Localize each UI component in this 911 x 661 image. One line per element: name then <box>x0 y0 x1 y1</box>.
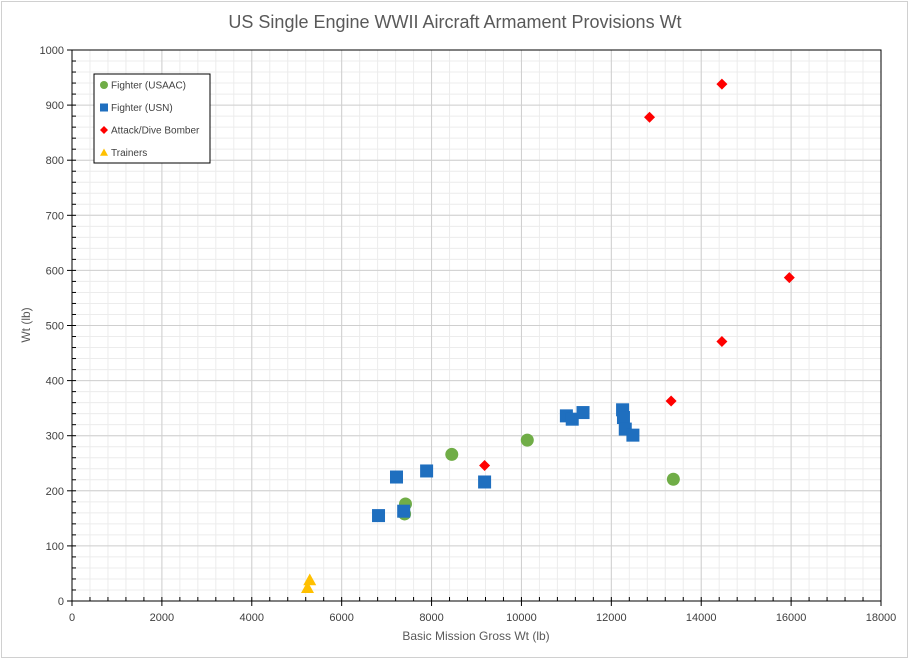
chart-title: US Single Engine WWII Aircraft Armament … <box>228 12 681 32</box>
x-tick-label: 18000 <box>866 612 897 624</box>
data-point-square <box>626 428 640 442</box>
x-tick-label: 4000 <box>240 612 264 624</box>
data-point-diamond <box>644 111 656 123</box>
y-tick-label: 500 <box>46 321 64 333</box>
data-point-diamond <box>783 272 795 284</box>
data-point-circle <box>666 472 680 486</box>
x-axis-label: Basic Mission Gross Wt (lb) <box>402 629 549 643</box>
legend-label: Fighter (USAAC) <box>111 81 186 92</box>
data-point-triangle <box>301 581 315 593</box>
y-tick-label: 200 <box>46 486 64 498</box>
x-tick-label: 16000 <box>776 612 807 624</box>
data-points <box>301 78 795 593</box>
x-tick-label: 12000 <box>596 612 627 624</box>
data-point-diamond <box>716 78 728 90</box>
x-tick-label: 2000 <box>150 612 174 624</box>
y-tick-label: 0 <box>58 596 64 608</box>
series-trainers <box>301 573 317 593</box>
legend-marker-triangle <box>100 148 108 156</box>
x-axis-ticks: 0 2000 4000 6000 8000 10000 12000 14000 16000 180… <box>69 597 896 624</box>
y-tick-label: 900 <box>46 100 64 112</box>
series-fighter-usn <box>372 403 640 523</box>
data-point-diamond <box>716 335 728 347</box>
data-point-square <box>389 470 403 484</box>
data-point-diamond <box>665 395 677 407</box>
y-tick-label: 100 <box>46 541 64 553</box>
x-tick-label: 0 <box>69 612 75 624</box>
legend-marker-diamond <box>100 126 108 134</box>
legend-label: Attack/Dive Bomber <box>111 126 200 137</box>
legend-marker-circle <box>100 81 108 89</box>
y-tick-label: 300 <box>46 431 64 443</box>
data-point-square <box>372 509 386 523</box>
data-point-square <box>565 412 579 426</box>
y-tick-label: 800 <box>46 155 64 167</box>
legend: Fighter (USAAC) Fighter (USN) Attack/Dive … <box>93 73 211 164</box>
legend-label: Fighter (USN) <box>111 103 173 114</box>
legend-box <box>93 73 211 164</box>
legend-marker-square <box>100 103 108 112</box>
y-tick-label: 1000 <box>40 45 64 57</box>
x-tick-label: 8000 <box>419 612 443 624</box>
data-point-square <box>420 464 434 478</box>
data-point-square <box>616 411 630 425</box>
y-tick-label: 600 <box>46 265 64 277</box>
y-tick-label: 400 <box>46 376 64 388</box>
data-point-triangle <box>303 573 317 586</box>
x-tick-label: 14000 <box>686 612 717 624</box>
legend-label: Trainers <box>111 148 147 159</box>
data-point-diamond <box>479 459 491 471</box>
series-attack-dive-bomber <box>479 78 795 471</box>
x-tick-label: 6000 <box>329 612 353 624</box>
data-point-square <box>397 504 411 518</box>
data-point-circle <box>520 433 534 447</box>
data-point-circle <box>445 447 459 461</box>
data-point-square <box>576 406 590 420</box>
x-tick-label: 10000 <box>506 612 537 624</box>
y-tick-label: 700 <box>46 210 64 222</box>
y-axis-label: Wt (lb) <box>19 307 33 342</box>
y-axis-ticks: 0 100 200 300 400 500 600 700 800 900 1000 <box>40 45 76 608</box>
data-point-square <box>478 475 492 489</box>
